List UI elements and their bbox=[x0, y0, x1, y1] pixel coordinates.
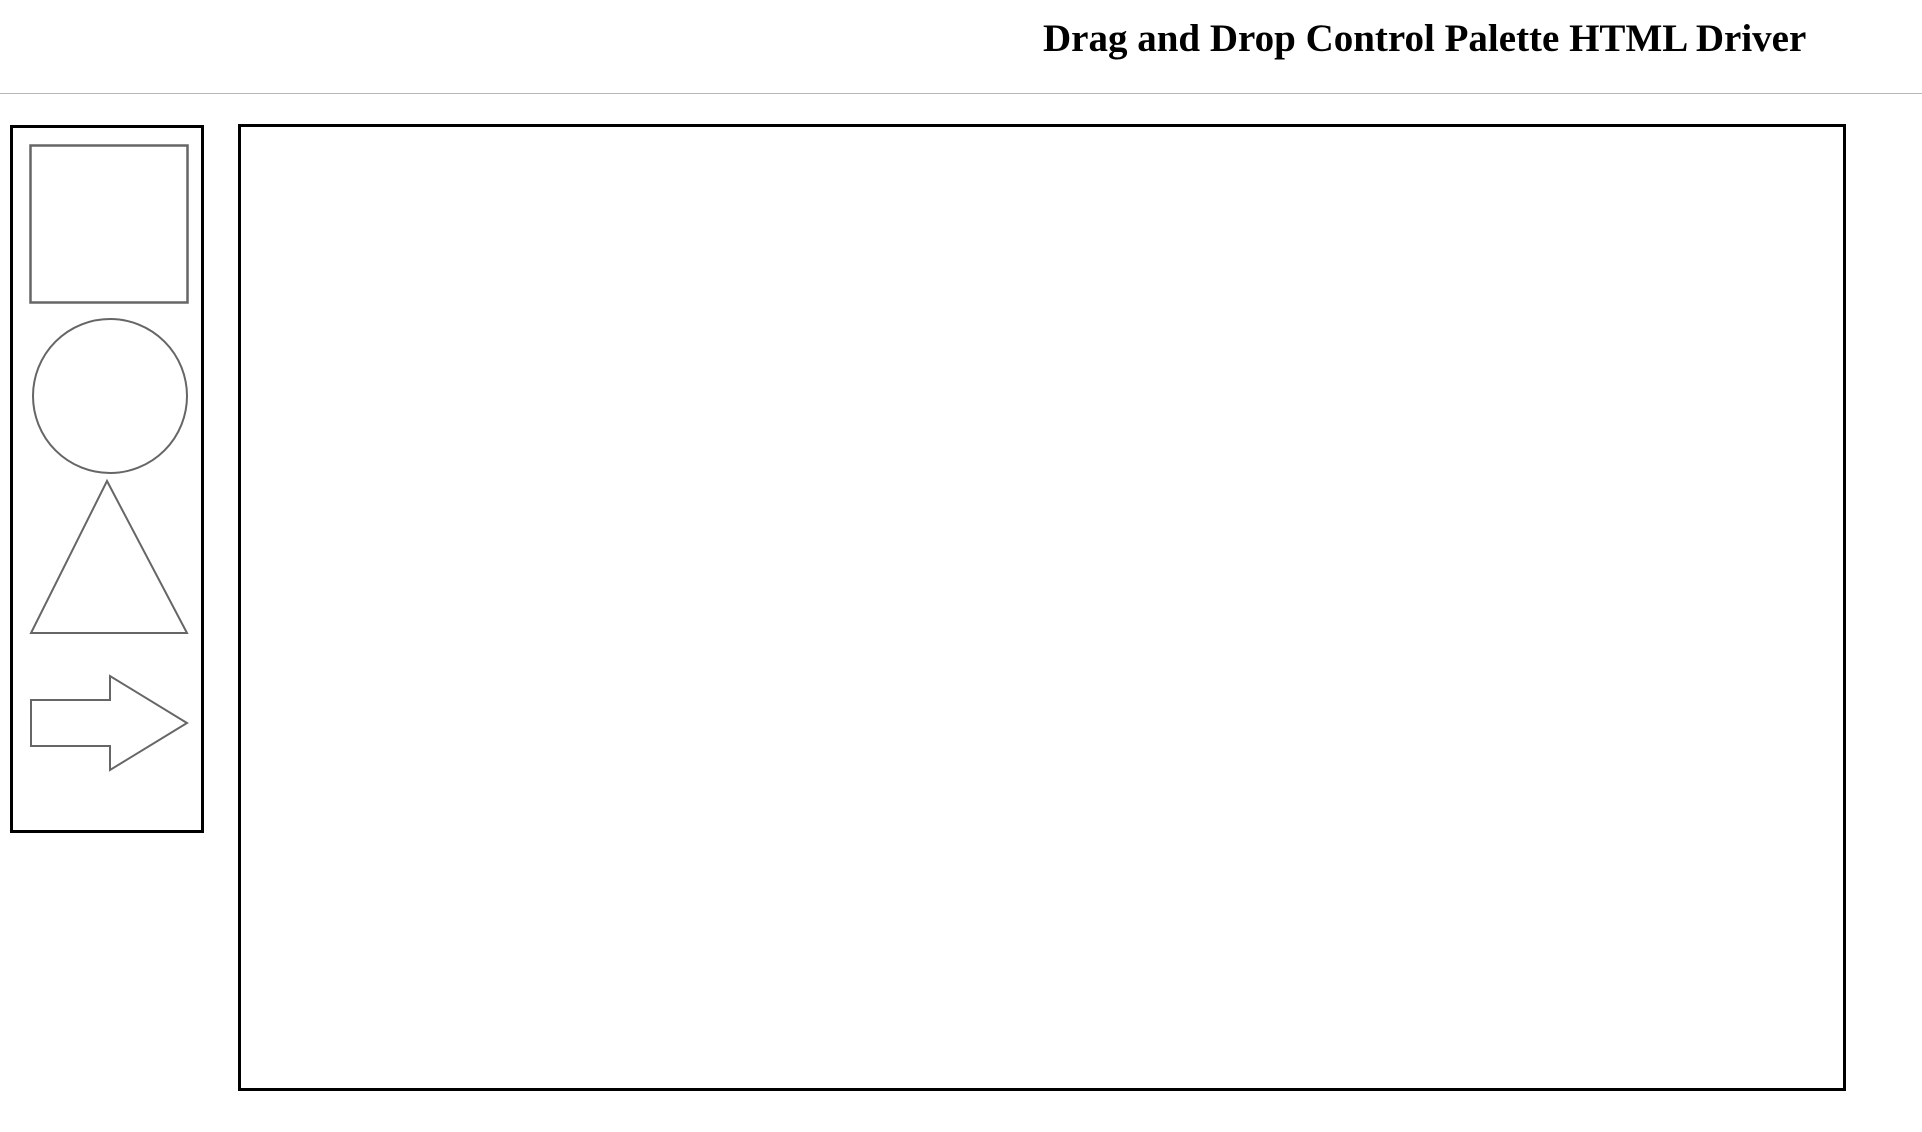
square-icon bbox=[29, 144, 189, 304]
circle-icon bbox=[32, 318, 188, 474]
palette-item-arrow[interactable] bbox=[29, 673, 191, 785]
palette-item-circle[interactable] bbox=[29, 315, 191, 477]
page-title: Drag and Drop Control Palette HTML Drive… bbox=[1043, 17, 1807, 60]
control-palette bbox=[10, 125, 204, 833]
arrow-right-icon bbox=[30, 674, 189, 772]
palette-item-square[interactable] bbox=[29, 144, 191, 306]
page-header: Drag and Drop Control Palette HTML Drive… bbox=[0, 0, 1922, 94]
palette-item-triangle[interactable] bbox=[29, 477, 191, 639]
drop-canvas[interactable] bbox=[238, 124, 1846, 1091]
triangle-icon bbox=[29, 478, 189, 634]
